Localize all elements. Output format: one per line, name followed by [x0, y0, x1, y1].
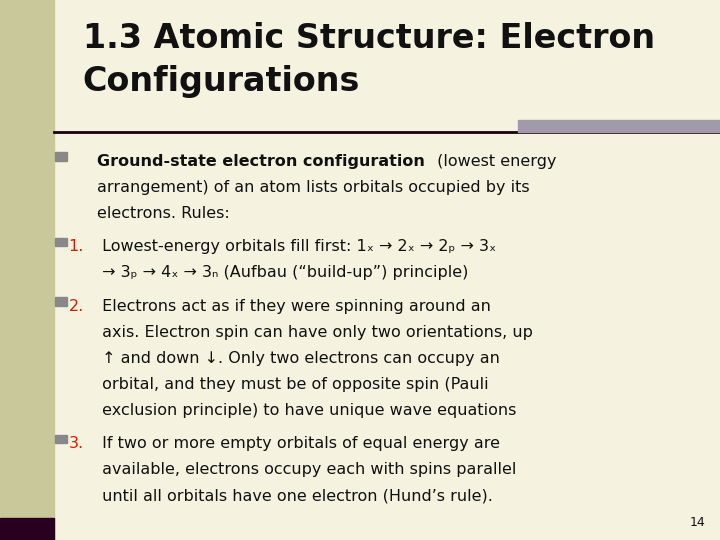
Text: 2.: 2.: [68, 299, 84, 314]
Text: available, electrons occupy each with spins parallel: available, electrons occupy each with sp…: [97, 462, 516, 477]
Bar: [518, 120, 720, 132]
Text: 14: 14: [690, 516, 706, 529]
Text: until all orbitals have one electron (Hund’s rule).: until all orbitals have one electron (Hu…: [97, 488, 493, 503]
Text: orbital, and they must be of opposite spin (Pauli: orbital, and they must be of opposite sp…: [97, 377, 489, 392]
Text: Ground-state electron configuration: Ground-state electron configuration: [97, 154, 425, 169]
Text: → 3ₚ → 4ₓ → 3ₙ (Aufbau (“build-up”) principle): → 3ₚ → 4ₓ → 3ₙ (Aufbau (“build-up”) prin…: [97, 265, 469, 280]
Text: 3.: 3.: [68, 436, 84, 451]
Bar: [0, 518, 54, 540]
Bar: [55, 435, 67, 443]
Bar: [0, 0, 54, 540]
Text: 1.3 Atomic Structure: Electron: 1.3 Atomic Structure: Electron: [83, 22, 655, 55]
Text: axis. Electron spin can have only two orientations, up: axis. Electron spin can have only two or…: [97, 325, 533, 340]
Text: exclusion principle) to have unique wave equations: exclusion principle) to have unique wave…: [97, 403, 516, 418]
Text: (lowest energy: (lowest energy: [432, 154, 557, 169]
Text: arrangement) of an atom lists orbitals occupied by its: arrangement) of an atom lists orbitals o…: [97, 180, 530, 195]
Text: Configurations: Configurations: [83, 65, 360, 98]
Text: electrons. Rules:: electrons. Rules:: [97, 206, 230, 221]
Bar: [55, 152, 67, 161]
Text: If two or more empty orbitals of equal energy are: If two or more empty orbitals of equal e…: [97, 436, 500, 451]
Bar: [55, 238, 67, 246]
Text: ↑ and down ↓. Only two electrons can occupy an: ↑ and down ↓. Only two electrons can occ…: [97, 351, 500, 366]
Text: 1.: 1.: [68, 239, 84, 254]
Bar: [55, 298, 67, 306]
Text: Electrons act as if they were spinning around an: Electrons act as if they were spinning a…: [97, 299, 491, 314]
Text: Lowest-energy orbitals fill first: 1ₓ → 2ₓ → 2ₚ → 3ₓ: Lowest-energy orbitals fill first: 1ₓ → …: [97, 239, 496, 254]
